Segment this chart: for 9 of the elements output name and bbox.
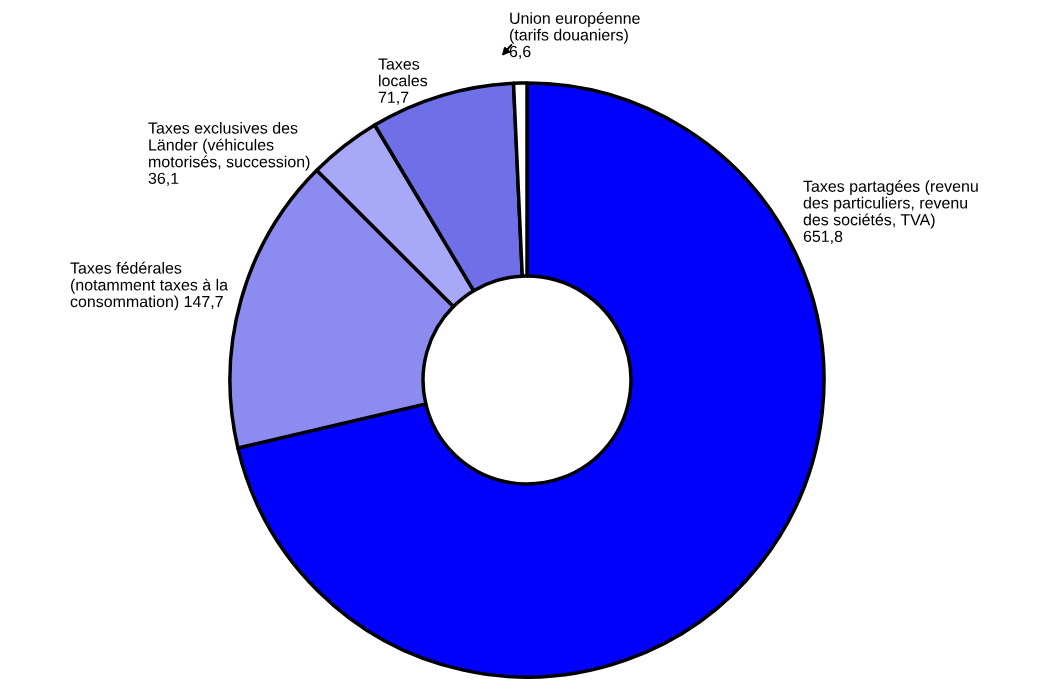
slice-label: Taxes exclusives des Länder (véhicules motorisés, succession) <box>148 122 310 171</box>
data-label: 71,7 <box>378 91 409 105</box>
slice-label: Taxes fédérales (notamment taxes à la consommation) 147,7 <box>70 261 229 311</box>
slice-label: Taxes partagées (revenu des particuliers, revenu des sociétés, TVA) <box>803 180 978 229</box>
data-label: 6,6 <box>509 45 531 60</box>
data-label: 36,1 <box>148 172 179 186</box>
slice-label: Union européenne (tarifs douaniers) <box>509 12 640 44</box>
data-label: 651,8 <box>803 230 843 244</box>
slice-label: Taxes locales <box>378 58 428 87</box>
